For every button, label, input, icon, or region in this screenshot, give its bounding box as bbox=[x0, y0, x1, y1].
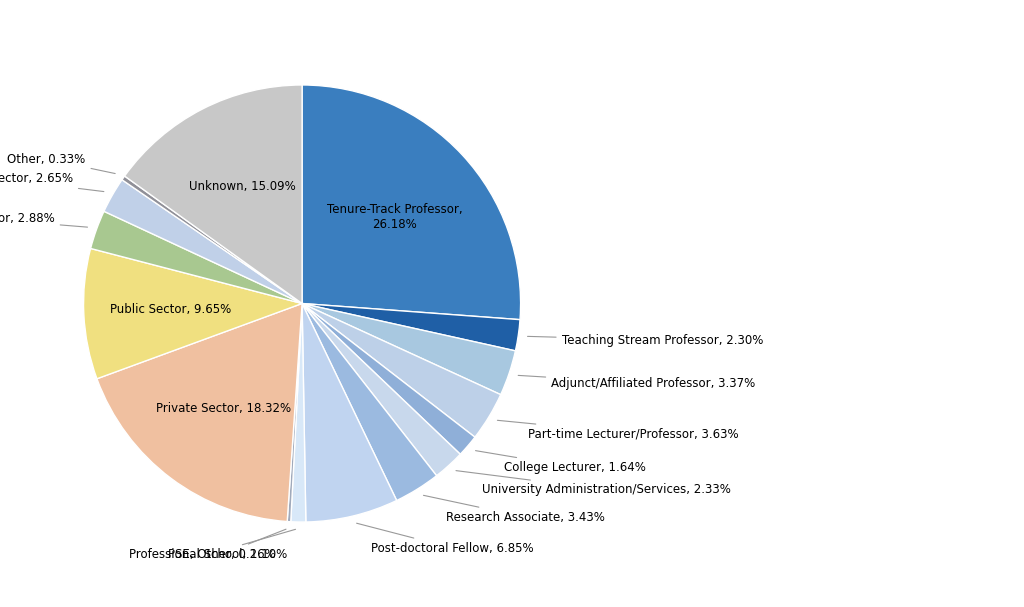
Text: Post-doctoral Fellow, 6.85%: Post-doctoral Fellow, 6.85% bbox=[356, 523, 534, 555]
Wedge shape bbox=[122, 176, 302, 304]
Wedge shape bbox=[302, 85, 520, 320]
Text: Research Associate, 3.43%: Research Associate, 3.43% bbox=[424, 495, 604, 523]
Wedge shape bbox=[302, 304, 515, 395]
Text: Private Sector, 18.32%: Private Sector, 18.32% bbox=[156, 402, 291, 415]
Wedge shape bbox=[125, 85, 302, 304]
Text: College Lecturer, 1.64%: College Lecturer, 1.64% bbox=[475, 450, 645, 473]
Wedge shape bbox=[302, 304, 520, 351]
Text: Individual Sector, 2.65%: Individual Sector, 2.65% bbox=[0, 172, 103, 192]
Text: Unknown, 15.09%: Unknown, 15.09% bbox=[188, 180, 296, 194]
Wedge shape bbox=[302, 304, 436, 501]
Text: Part-time Lecturer/Professor, 3.63%: Part-time Lecturer/Professor, 3.63% bbox=[498, 420, 738, 440]
Text: Professional School, 1.10%: Professional School, 1.10% bbox=[129, 529, 296, 561]
Text: Teaching Stream Professor, 2.30%: Teaching Stream Professor, 2.30% bbox=[527, 334, 763, 347]
Wedge shape bbox=[291, 304, 306, 522]
Wedge shape bbox=[90, 211, 302, 304]
Wedge shape bbox=[302, 304, 501, 437]
Text: Other, 0.33%: Other, 0.33% bbox=[7, 152, 115, 174]
Text: University Administration/Services, 2.33%: University Administration/Services, 2.33… bbox=[456, 470, 731, 496]
Wedge shape bbox=[104, 180, 302, 304]
Text: PSE, Other, 0.26%: PSE, Other, 0.26% bbox=[168, 529, 286, 561]
Text: Adjunct/Affiliated Professor, 3.37%: Adjunct/Affiliated Professor, 3.37% bbox=[518, 375, 756, 390]
Wedge shape bbox=[287, 304, 302, 522]
Wedge shape bbox=[302, 304, 460, 476]
Wedge shape bbox=[97, 304, 302, 521]
Text: Tenure-Track Professor,
26.18%: Tenure-Track Professor, 26.18% bbox=[327, 203, 463, 231]
Wedge shape bbox=[302, 304, 396, 522]
Wedge shape bbox=[84, 248, 302, 379]
Text: Charitable Sector, 2.88%: Charitable Sector, 2.88% bbox=[0, 212, 87, 227]
Text: Public Sector, 9.65%: Public Sector, 9.65% bbox=[111, 304, 231, 316]
Wedge shape bbox=[302, 304, 475, 454]
